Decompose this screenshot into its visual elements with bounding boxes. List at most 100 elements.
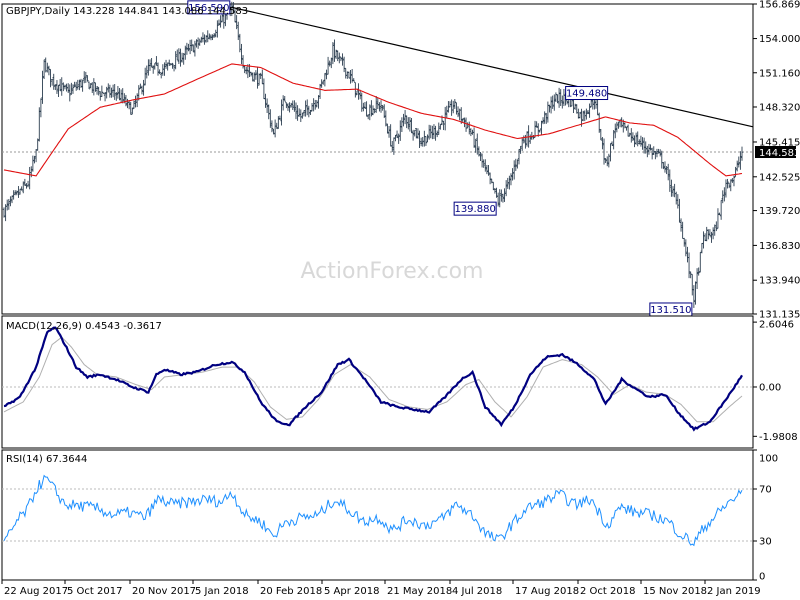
price-bar bbox=[509, 173, 513, 186]
price-bar bbox=[694, 281, 697, 305]
price-bar bbox=[652, 146, 655, 155]
price-bar bbox=[49, 68, 52, 88]
price-y-tick-label: 154.000 bbox=[759, 34, 800, 45]
price-bar bbox=[129, 101, 132, 115]
price-bar bbox=[679, 218, 683, 232]
price-bar bbox=[171, 62, 174, 69]
price-bar bbox=[230, 1, 234, 17]
price-bar bbox=[375, 95, 378, 113]
price-bar bbox=[472, 127, 476, 148]
price-bar bbox=[695, 268, 699, 290]
price-bar bbox=[548, 104, 551, 113]
price-bar bbox=[6, 199, 9, 211]
price-bar bbox=[710, 231, 713, 243]
price-bar bbox=[126, 98, 129, 109]
price-bar bbox=[700, 243, 704, 254]
price-bar bbox=[407, 117, 410, 130]
price-bar bbox=[665, 166, 668, 175]
price-bar bbox=[322, 80, 325, 85]
price-bar bbox=[724, 179, 728, 198]
price-bar bbox=[150, 58, 153, 68]
rsi-y-tick-label: 100 bbox=[759, 454, 778, 465]
price-bar bbox=[675, 191, 678, 205]
macd-signal-line bbox=[3, 336, 743, 423]
price-bar bbox=[387, 126, 391, 138]
price-bar bbox=[283, 96, 286, 102]
price-bar bbox=[718, 212, 721, 216]
price-bar bbox=[541, 117, 545, 125]
price-bar bbox=[312, 98, 315, 112]
price-bar bbox=[394, 134, 397, 142]
price-annotations: 156.590 149.480 139.880 131.510 bbox=[187, 0, 693, 317]
price-bar bbox=[735, 160, 739, 172]
price-bar bbox=[386, 123, 389, 134]
price-bar bbox=[204, 35, 208, 43]
price-bar bbox=[617, 121, 620, 129]
price-bar bbox=[723, 187, 726, 202]
price-bar bbox=[100, 85, 104, 97]
price-bar bbox=[91, 82, 94, 93]
price-bar bbox=[212, 33, 216, 38]
price-bar bbox=[246, 64, 250, 79]
rsi-panel: RSI(14) 67.3644 100 70 30 0 bbox=[1, 449, 778, 583]
price-bar bbox=[23, 178, 27, 186]
price-bar bbox=[623, 122, 627, 129]
price-y-tick-label: 131.135 bbox=[759, 310, 800, 321]
price-bar bbox=[92, 78, 96, 96]
price-bar bbox=[108, 84, 112, 98]
price-bar bbox=[647, 143, 651, 155]
price-bar bbox=[60, 77, 63, 96]
price-bar bbox=[9, 196, 12, 207]
price-bar bbox=[174, 51, 177, 70]
price-bar bbox=[431, 125, 434, 140]
price-bar bbox=[540, 120, 543, 135]
price-bar bbox=[143, 67, 147, 86]
price-bar bbox=[237, 21, 240, 41]
price-bar bbox=[94, 82, 97, 92]
price-bar bbox=[240, 43, 243, 65]
price-bar bbox=[278, 115, 282, 120]
price-bar bbox=[310, 103, 314, 112]
price-bar bbox=[655, 148, 659, 158]
rsi-line bbox=[3, 474, 743, 547]
x-tick-label: 15 Nov 2018 bbox=[643, 586, 707, 597]
price-bar bbox=[546, 101, 550, 123]
price-y-tick-label: 139.720 bbox=[759, 206, 800, 217]
price-bar bbox=[476, 133, 479, 155]
price-bar bbox=[78, 79, 81, 91]
price-bar bbox=[442, 120, 445, 131]
price-bar bbox=[328, 60, 331, 67]
price-bar bbox=[17, 186, 20, 198]
price-bar bbox=[739, 151, 742, 170]
price-bar bbox=[657, 148, 660, 154]
price-bar bbox=[103, 92, 107, 102]
price-bar bbox=[673, 183, 676, 198]
price-bar bbox=[95, 86, 99, 95]
price-bar bbox=[83, 71, 86, 84]
price-bar bbox=[376, 97, 380, 110]
price-bar bbox=[501, 193, 505, 203]
price-bar bbox=[705, 226, 708, 242]
price-bar bbox=[188, 39, 192, 55]
price-bar bbox=[121, 88, 124, 104]
price-bar bbox=[482, 159, 485, 168]
price-bar bbox=[42, 59, 46, 80]
price-bar bbox=[22, 181, 25, 194]
price-bar bbox=[504, 180, 508, 197]
price-bar bbox=[493, 188, 497, 194]
price-bar bbox=[235, 15, 238, 30]
price-bar bbox=[259, 72, 262, 79]
price-bar bbox=[192, 44, 195, 53]
rsi-panel-frame bbox=[1, 449, 754, 581]
price-bar bbox=[581, 110, 585, 122]
price-bar bbox=[38, 107, 41, 142]
price-bar bbox=[565, 100, 569, 105]
rsi-y-axis: 100 70 30 0 bbox=[753, 449, 778, 583]
price-bar bbox=[97, 86, 100, 96]
price-bar bbox=[137, 85, 140, 101]
price-bar bbox=[54, 84, 57, 91]
price-bars bbox=[2, 1, 744, 308]
price-bar bbox=[28, 166, 31, 190]
price-bar bbox=[76, 79, 79, 90]
price-bar bbox=[488, 172, 492, 185]
